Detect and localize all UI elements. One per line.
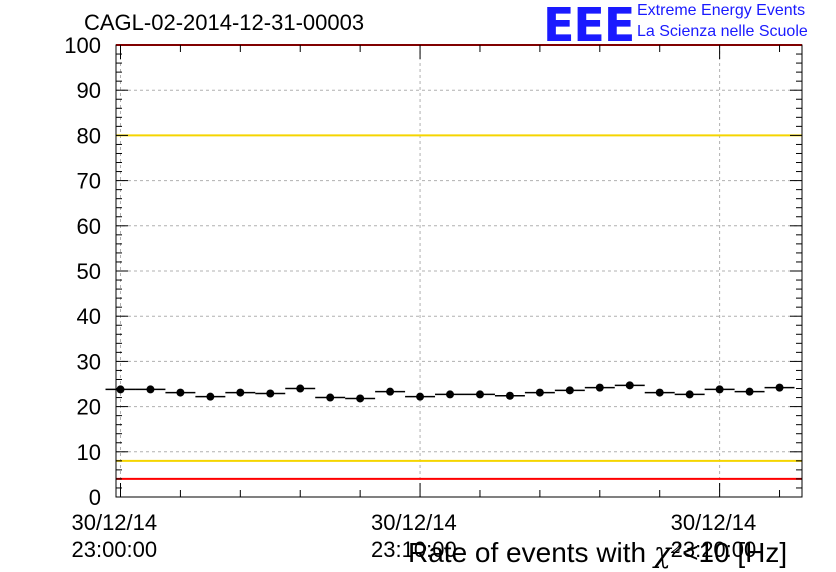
y-tick-label: 20 bbox=[77, 395, 101, 420]
x-tick-label-date: 30/12/14 bbox=[671, 510, 757, 535]
x-axis-title-suffix: <10 [Hz] bbox=[682, 537, 788, 568]
run-title: CAGL-02-2014-12-31-00003 bbox=[84, 10, 365, 35]
y-tick-label: 30 bbox=[77, 349, 101, 374]
y-tick-label: 0 bbox=[89, 485, 101, 510]
y-tick-label: 100 bbox=[64, 33, 101, 58]
x-axis-title: Rate of events with χ²<10 [Hz] bbox=[408, 536, 787, 569]
data-point bbox=[535, 388, 544, 397]
data-point bbox=[565, 386, 574, 395]
data-point bbox=[266, 389, 275, 398]
logo-line-1: Extreme Energy Events bbox=[637, 2, 806, 19]
y-tick-label: 50 bbox=[77, 259, 101, 284]
y-tick-label: 70 bbox=[77, 169, 101, 194]
eee-logo: EEE bbox=[543, 0, 635, 52]
data-point bbox=[595, 383, 604, 392]
data-point bbox=[446, 390, 455, 399]
y-tick-label: 80 bbox=[77, 123, 101, 148]
data-point bbox=[296, 384, 305, 393]
tick-labels: 010203040506070809010030/12/1423:00:0030… bbox=[64, 33, 756, 562]
y-tick-label: 90 bbox=[77, 78, 101, 103]
y-tick-label: 60 bbox=[77, 214, 101, 239]
data-point bbox=[236, 388, 245, 397]
logo-line-2: La Scienza nelle Scuole bbox=[637, 23, 808, 40]
x-tick-label-time: 23:10:00 bbox=[371, 537, 457, 562]
grid-lines bbox=[116, 45, 802, 497]
data-point bbox=[146, 385, 155, 394]
x-tick-label-time: 23:20:00 bbox=[671, 537, 757, 562]
data-point bbox=[715, 385, 724, 394]
data-point bbox=[206, 392, 215, 401]
data-point bbox=[505, 391, 514, 400]
data-point bbox=[116, 385, 125, 394]
y-tick-label: 40 bbox=[77, 304, 101, 329]
data-series bbox=[105, 381, 795, 403]
data-point bbox=[745, 387, 754, 396]
x-axis-title-symbol: χ² bbox=[653, 536, 683, 569]
data-point bbox=[416, 392, 425, 401]
x-tick-label-date: 30/12/14 bbox=[71, 510, 157, 535]
x-tick-label-date: 30/12/14 bbox=[371, 510, 457, 535]
data-point bbox=[326, 393, 335, 402]
data-point bbox=[386, 387, 395, 396]
data-point bbox=[775, 383, 784, 392]
data-point bbox=[625, 381, 634, 390]
data-point bbox=[356, 394, 365, 403]
data-point bbox=[685, 390, 694, 399]
y-tick-label: 10 bbox=[77, 440, 101, 465]
data-point bbox=[475, 390, 484, 399]
x-axis-title-prefix: Rate of events with bbox=[408, 537, 654, 568]
data-point bbox=[655, 388, 664, 397]
x-tick-label-time: 23:00:00 bbox=[71, 537, 157, 562]
data-point bbox=[176, 388, 185, 397]
reference-lines bbox=[116, 44, 802, 480]
